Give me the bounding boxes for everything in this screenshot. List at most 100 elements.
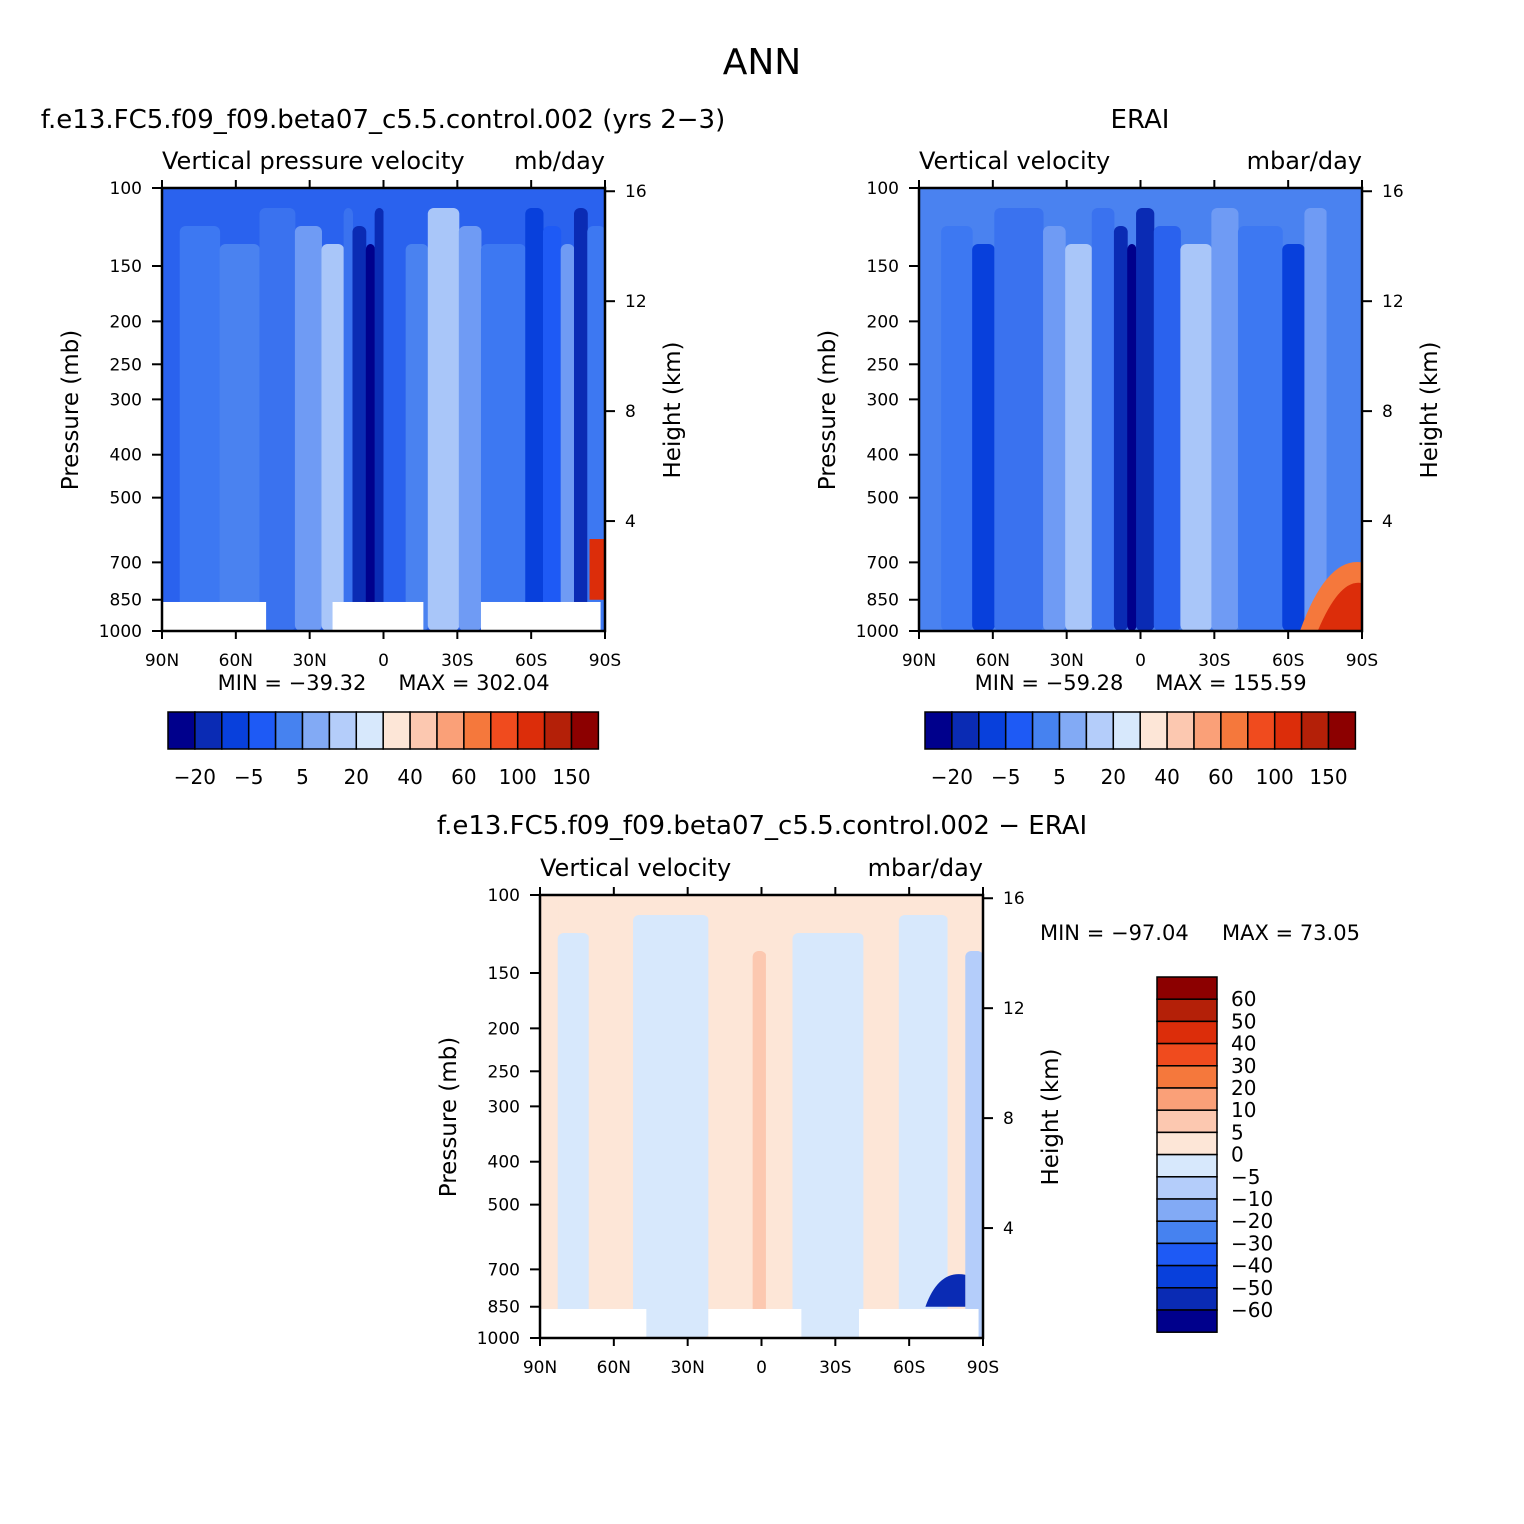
colorbar-swatch (1004, 711, 1034, 750)
y-tick-label: 850 (110, 591, 142, 611)
x-tick-label: 30S (441, 651, 473, 671)
colorbar-swatch (274, 711, 304, 750)
x-tick-label: 30S (819, 1358, 851, 1378)
colorbar-swatch (1156, 1153, 1218, 1178)
x-tick-label: 30N (292, 651, 326, 671)
colorbar-label: 40 (1231, 1032, 1256, 1056)
contour-band (1180, 244, 1212, 631)
x-tick-label: 90N (902, 651, 936, 671)
topography-mask (162, 601, 267, 631)
y-tick-label: 500 (488, 1196, 520, 1216)
colorbar-swatch (1166, 711, 1195, 750)
y-tick-label: 100 (867, 179, 899, 199)
x-tick-label: 90S (1346, 651, 1378, 671)
contour-band (1153, 226, 1181, 631)
contour-band (480, 244, 526, 631)
colorbar-swatch (1156, 1065, 1218, 1089)
panel-erai: ERAI Vertical velocity mbar/day Pressure… (815, 105, 1443, 695)
colorbar-swatch (1156, 998, 1218, 1023)
max-label: MAX = 73.05 (1222, 921, 1360, 945)
colorbar-label: −50 (1231, 1276, 1273, 1300)
y-tick-label: 700 (488, 1260, 520, 1280)
contour-band (321, 244, 345, 631)
colorbar-swatch (1156, 1264, 1218, 1289)
colorbar-label: −40 (1231, 1254, 1273, 1278)
colorbar-label: −60 (1231, 1298, 1273, 1322)
colorbar-swatch (1247, 711, 1276, 750)
min-label: MIN = −39.32 (218, 671, 367, 695)
y2-axis-label: Height (km) (660, 341, 686, 478)
x-tick-label: 90N (523, 1358, 557, 1378)
contour-band (573, 208, 588, 631)
contour-band (765, 895, 794, 1338)
panel-left-label: Vertical velocity (919, 147, 1110, 175)
contour-field (162, 188, 606, 631)
panel-title: f.e13.FC5.f09_f09.beta07_c5.5.control.00… (41, 105, 725, 135)
contour-band (972, 244, 995, 631)
contour-band (792, 933, 864, 1338)
colorbar-label: 100 (499, 765, 537, 789)
contour-band (947, 895, 966, 1338)
contour-band (557, 933, 590, 1338)
y2-tick-label: 16 (1382, 182, 1404, 202)
colorbar-label: 40 (1154, 765, 1179, 789)
contour-band (374, 208, 384, 631)
colorbar-label: 60 (451, 765, 476, 789)
y2-tick-label: 16 (625, 182, 647, 202)
y2-tick-label: 8 (1382, 402, 1393, 422)
y-tick-label: 300 (488, 1097, 520, 1117)
y-tick-label: 1000 (99, 622, 142, 642)
colorbar-label: 60 (1231, 987, 1256, 1011)
colorbar-swatch (1156, 1220, 1218, 1245)
panel-units: mb/day (514, 147, 605, 175)
contour-band (294, 226, 322, 631)
contour-band (1237, 226, 1283, 631)
y-tick-label: 1000 (856, 622, 899, 642)
colorbar-label: −10 (1231, 1187, 1273, 1211)
panel-left-label: Vertical velocity (540, 854, 731, 882)
colorbar-swatch (436, 711, 465, 750)
y-tick-label: 400 (488, 1153, 520, 1173)
colorbar-label: 5 (1231, 1120, 1244, 1144)
colorbar-label: 0 (1231, 1143, 1244, 1167)
colorbar-label: 60 (1208, 765, 1233, 789)
contour-band (965, 951, 984, 1338)
min-label: MIN = −59.28 (975, 671, 1124, 695)
colorbar-swatch (167, 711, 196, 750)
x-tick-label: 60N (976, 651, 1010, 671)
contour-band (994, 208, 1044, 631)
colorbar-swatch (543, 711, 573, 750)
colorbar-swatch (1156, 1287, 1218, 1311)
colorbar-swatch (1156, 1131, 1218, 1156)
colorbar-swatch (1273, 711, 1303, 750)
colorbar-swatch (1156, 1042, 1218, 1067)
colorbar-label: 20 (1101, 765, 1126, 789)
y-tick-label: 200 (867, 312, 899, 332)
max-label: MAX = 155.59 (1155, 671, 1306, 695)
x-tick-label: 60S (515, 651, 547, 671)
x-tick-label: 0 (1135, 651, 1146, 671)
topography-mask (540, 1308, 647, 1338)
colorbar-swatch (1300, 711, 1330, 750)
contour-band (589, 539, 605, 600)
colorbar-label: 50 (1231, 1009, 1256, 1033)
colorbar-swatch (1156, 1176, 1218, 1200)
y-tick-label: 500 (110, 489, 142, 509)
contour-band (898, 915, 949, 1338)
x-tick-label: 60S (893, 1358, 925, 1378)
contour-band (343, 208, 353, 631)
colorbar-swatch (247, 711, 277, 750)
y2-tick-label: 8 (1003, 1109, 1014, 1129)
y-axis-label: Pressure (mb) (815, 330, 841, 490)
colorbar-model: −20 −5 5 20 40 60 100 150 (167, 711, 600, 789)
contour-band (383, 188, 407, 631)
colorbar-swatch (1058, 711, 1088, 750)
colorbar-erai: −20 −5 5 20 40 60 100 150 (924, 711, 1357, 789)
contour-band (1136, 208, 1155, 631)
colorbar-swatch (355, 711, 384, 750)
colorbar-swatch (221, 711, 250, 750)
colorbar-swatch (951, 711, 980, 750)
contour-band (365, 244, 376, 631)
y-axis-label: Pressure (mb) (436, 1037, 462, 1197)
y2-tick-label: 16 (1003, 889, 1025, 909)
